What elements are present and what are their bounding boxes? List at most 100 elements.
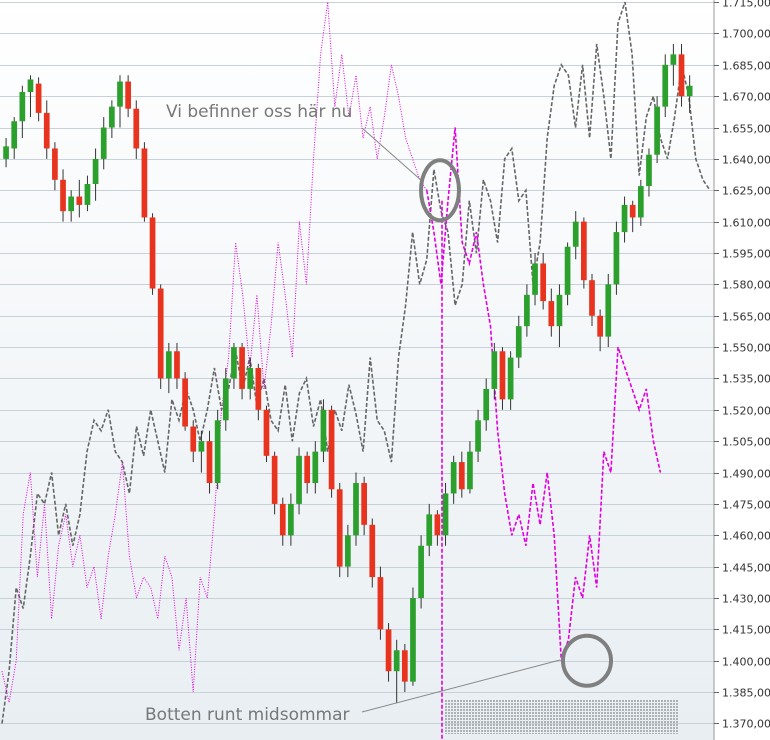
y-tick-label: 1.640,00 [722, 154, 770, 167]
annotation-bottom: Botten runt midsommar [145, 705, 350, 725]
y-tick-label: 1.595,00 [722, 248, 770, 261]
candle [165, 342, 172, 394]
candle [361, 476, 367, 536]
y-tick-label: 1.505,00 [722, 436, 770, 449]
plot-background [0, 0, 714, 740]
candle-body [11, 121, 18, 149]
candle [385, 623, 392, 682]
volume-hatch [445, 700, 678, 734]
candle [84, 175, 91, 212]
candle-body [141, 148, 148, 218]
candle [190, 420, 197, 463]
candle-body [60, 179, 66, 212]
candle-body [190, 426, 197, 452]
y-tick-label: 1.490,00 [722, 468, 770, 481]
candle [125, 75, 131, 118]
candle [43, 100, 50, 159]
annotation-bottom-arrow [361, 659, 561, 713]
y-tick-label: 1.580,00 [722, 279, 770, 292]
candle [646, 148, 652, 197]
candle-body [68, 196, 75, 212]
candle [401, 644, 408, 693]
candle [304, 451, 311, 494]
candle-body [222, 378, 229, 421]
candle [637, 179, 644, 226]
candle [377, 566, 384, 640]
candle [556, 284, 563, 348]
candle [182, 372, 188, 431]
candle [605, 273, 612, 348]
y-tick-label: 1.415,00 [722, 624, 770, 637]
candle-body [361, 483, 367, 525]
candle-body [450, 462, 457, 494]
candle-body [279, 503, 286, 536]
candle [532, 253, 538, 306]
candle-body [271, 455, 278, 504]
candle [263, 405, 270, 463]
candle [198, 430, 205, 473]
candle-body [304, 455, 311, 483]
candle-body [263, 409, 270, 456]
candle-body [165, 351, 172, 379]
candle-body [442, 493, 449, 536]
candle [109, 100, 115, 138]
candle [52, 142, 58, 191]
candle-body [52, 148, 58, 180]
candle [141, 142, 148, 222]
candle [35, 77, 42, 122]
candle-body [670, 54, 677, 65]
candle-body [637, 186, 644, 218]
annotations: Vi befinner oss här nu Botten runt midsom… [145, 102, 613, 725]
candle [288, 493, 294, 546]
candle [312, 441, 319, 494]
candle-body [27, 79, 34, 92]
candle [255, 363, 262, 421]
candle [654, 96, 660, 164]
candle [548, 288, 555, 337]
candle [670, 43, 677, 86]
candle-body [483, 388, 490, 421]
candle-body [434, 514, 441, 536]
y-tick-label: 1.655,00 [722, 123, 770, 136]
candle [76, 179, 83, 218]
candle [458, 451, 465, 498]
candle-body [3, 146, 9, 159]
candle [149, 213, 156, 295]
y-tick-label: 1.535,00 [722, 373, 770, 386]
candle [410, 587, 416, 686]
candle-body [532, 263, 538, 295]
candle-body [629, 204, 636, 218]
candle-body [231, 347, 237, 379]
candle-body [125, 81, 131, 109]
candle-body [117, 81, 123, 107]
series-line-magenta-dotted [1, 2, 428, 703]
candle-body [288, 503, 294, 536]
candle-body [426, 514, 433, 546]
y-tick-label: 1.610,00 [722, 217, 770, 230]
candle-body [247, 368, 254, 389]
y-tick-label: 1.400,00 [722, 656, 770, 669]
candle [271, 451, 278, 515]
candle [320, 399, 327, 463]
candle-body [320, 409, 327, 452]
y-tick-label: 1.625,00 [722, 185, 770, 198]
candle-body [345, 535, 351, 567]
y-tick-label: 1.460,00 [722, 530, 770, 543]
candle-body [524, 294, 530, 327]
candle-body [157, 288, 164, 379]
candle-body [621, 204, 628, 233]
candle [214, 409, 221, 490]
candle-body [467, 451, 473, 490]
candle [475, 409, 481, 463]
y-tick-label: 1.430,00 [722, 593, 770, 606]
candle-body [35, 83, 42, 113]
candle [60, 169, 66, 222]
y-tick-label: 1.715,00 [722, 0, 770, 10]
candle-body [654, 106, 660, 155]
candle-body [515, 326, 522, 358]
candle [483, 378, 490, 431]
candle [442, 483, 449, 546]
candle-body [353, 483, 359, 536]
candle-body [385, 629, 392, 672]
